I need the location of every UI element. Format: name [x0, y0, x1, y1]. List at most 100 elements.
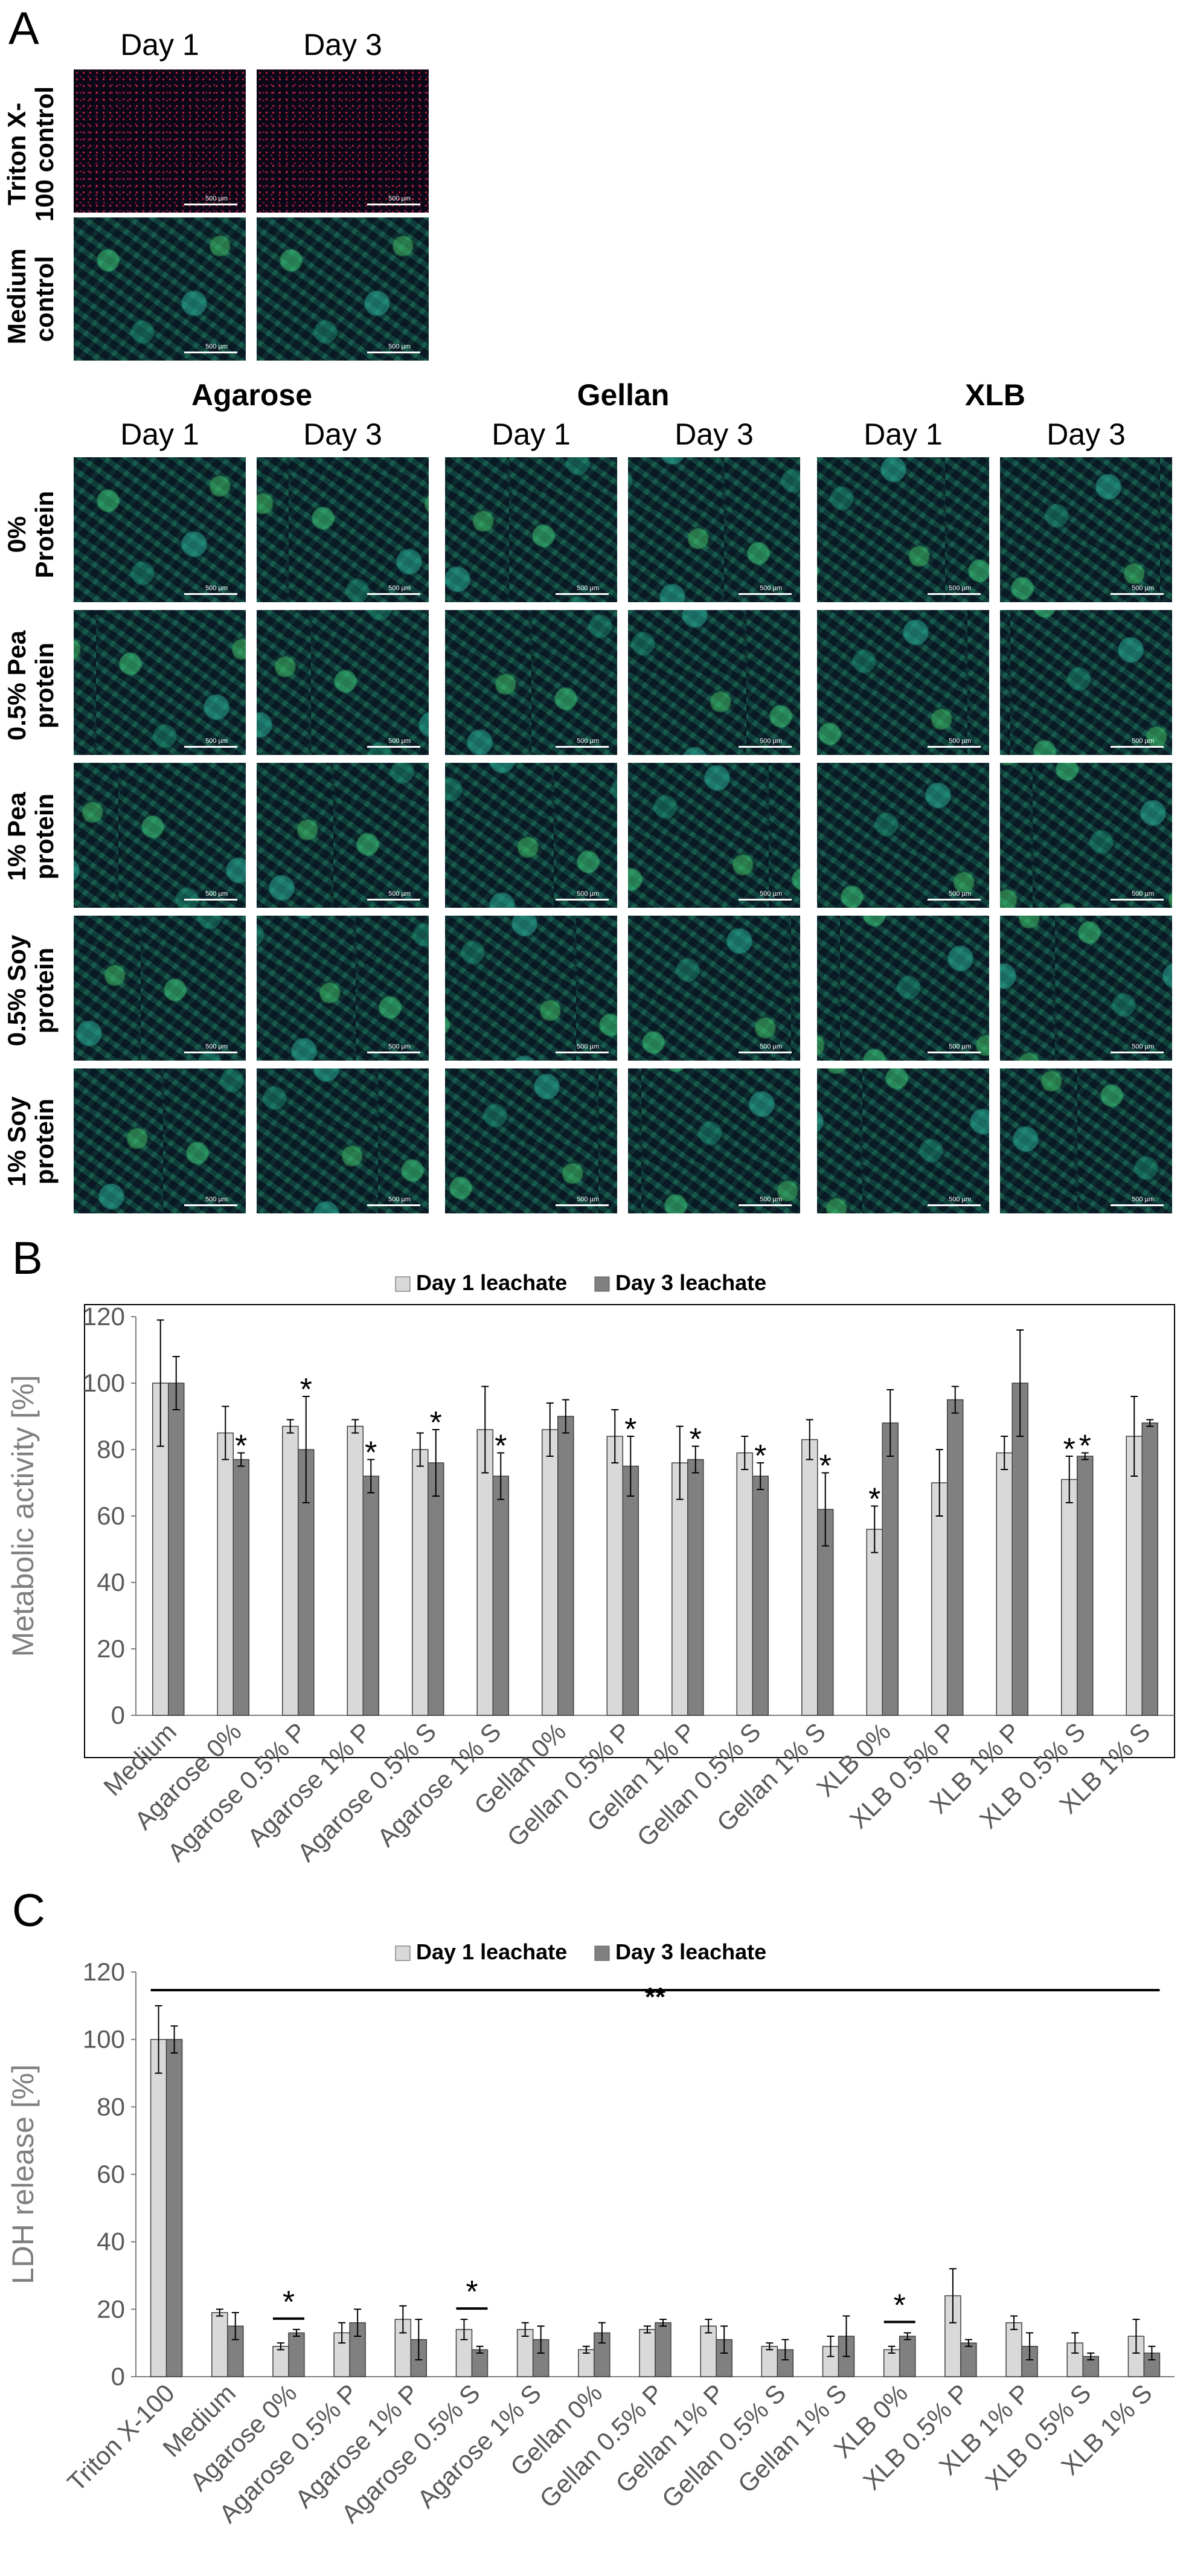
panel-letter-c: C	[12, 1885, 45, 1936]
scale-bar	[184, 352, 237, 353]
bar-day1	[217, 1432, 234, 1716]
plot-frame	[84, 1304, 1175, 1758]
row-label-05-pea: 0.5% Pea protein	[2, 613, 69, 758]
y-axis-title: LDH release [%]	[6, 2064, 40, 2284]
scale-label: 500 µm	[760, 737, 782, 745]
row-label-0-protein-text: 0% Protein	[2, 490, 59, 579]
scale-bar	[1111, 1052, 1164, 1053]
scale-label: 500 µm	[949, 1043, 971, 1050]
bar-day3	[752, 1476, 769, 1716]
bar-day1	[639, 2329, 656, 2377]
scale-bar	[184, 1204, 237, 1206]
y-tick-label: 60	[97, 2160, 125, 2188]
micrograph-r4-c6: 500 µm	[1000, 916, 1172, 1061]
bar-day3	[232, 1459, 249, 1716]
bar-day1	[866, 1529, 883, 1716]
scale-label: 500 µm	[388, 343, 411, 350]
scale-bar	[1111, 899, 1164, 901]
scale-label: 500 µm	[577, 585, 599, 592]
bar-day3	[882, 1422, 899, 1716]
agarose-day3-header: Day 3	[303, 417, 382, 451]
bar-day1	[883, 2349, 900, 2377]
micrograph-r2-c1: 500 µm	[74, 610, 246, 755]
bar-day3	[165, 2038, 183, 2377]
micrograph-r4-c2: 500 µm	[257, 916, 429, 1061]
micrograph-r2-c4: 500 µm	[628, 610, 800, 755]
scale-bar	[367, 899, 420, 901]
micrograph-r4-c5: 500 µm	[817, 916, 989, 1061]
legend-swatch	[395, 1276, 411, 1292]
scale-bar	[928, 1204, 981, 1206]
bar-day1	[542, 1429, 559, 1716]
scale-bar	[739, 1204, 792, 1206]
scale-bar	[556, 1052, 609, 1053]
material-header-gellan: Gellan	[577, 378, 670, 412]
scale-bar	[928, 1052, 981, 1053]
row-label-05-soy-text: 0.5% Soy protein	[2, 934, 59, 1047]
scale-label: 500 µm	[1132, 1196, 1154, 1203]
micrograph-medium-day1: 500 µm	[74, 217, 246, 361]
bar-day3	[960, 2342, 977, 2377]
xlb-day1-header: Day 1	[864, 417, 943, 451]
bar-day1	[1061, 1479, 1078, 1716]
y-axis-title: Metabolic activity [%]	[6, 1375, 40, 1657]
micrograph-r1-c3: 500 µm	[445, 457, 617, 602]
scale-label: 500 µm	[760, 1196, 782, 1203]
bar-day3	[471, 2349, 489, 2377]
scale-bar	[367, 1204, 420, 1206]
scale-label: 500 µm	[760, 1043, 782, 1050]
scale-bar	[1111, 593, 1164, 595]
y-tick-label: 80	[97, 1435, 125, 1463]
bar-day3	[288, 2332, 305, 2377]
micrograph-r4-c1: 500 µm	[74, 916, 246, 1061]
scale-label: 500 µm	[949, 737, 971, 745]
significance-mark: *	[300, 1372, 312, 1407]
scale-bar	[928, 746, 981, 748]
scale-label: 500 µm	[1132, 1043, 1154, 1050]
y-tick-label: 20	[97, 2295, 125, 2323]
scale-label: 500 µm	[577, 737, 599, 745]
scale-label: 500 µm	[388, 585, 411, 592]
micrograph-r3-c4: 500 µm	[628, 763, 800, 908]
significance-mark: *	[690, 1422, 702, 1457]
row-label-1-pea: 1% Pea protein	[2, 764, 69, 909]
bar-day1	[211, 2312, 228, 2377]
micrograph-r1-c4: 500 µm	[628, 457, 800, 602]
scale-label: 500 µm	[760, 890, 782, 898]
significance-mark: *	[624, 1412, 636, 1447]
micrograph-r5-c5: 500 µm	[817, 1068, 989, 1213]
bar-day3	[557, 1416, 574, 1716]
scale-label: 500 µm	[388, 890, 411, 898]
scale-bar	[367, 593, 420, 595]
scale-label: 500 µm	[949, 890, 971, 898]
scale-label: 500 µm	[388, 1196, 411, 1203]
micrograph-r3-c2: 500 µm	[257, 763, 429, 908]
bar-day3	[1077, 1456, 1094, 1716]
scale-label: 500 µm	[760, 585, 782, 592]
row-label-1-soy: 1% Soy protein	[2, 1069, 69, 1214]
scale-label: 500 µm	[388, 1043, 411, 1050]
bar-day3	[622, 1465, 639, 1716]
bar-day1	[996, 1452, 1013, 1716]
row-label-medium-control: Medium control	[2, 226, 69, 371]
bar-day3	[1141, 1422, 1158, 1716]
legend-swatch	[594, 1276, 610, 1292]
scale-bar	[367, 1052, 420, 1053]
micrograph-r1-c2: 500 µm	[257, 457, 429, 602]
bar-day3	[428, 1462, 444, 1716]
y-tick-label: 0	[111, 2362, 125, 2391]
scale-label: 500 µm	[205, 195, 228, 202]
bar-day1	[606, 1436, 623, 1716]
legend-label: Day 1 leachate	[416, 1270, 567, 1295]
micrograph-r4-c4: 500 µm	[628, 916, 800, 1061]
material-header-agarose: Agarose	[191, 378, 313, 412]
scale-bar	[367, 352, 420, 353]
micrograph-r2-c3: 500 µm	[445, 610, 617, 755]
bar-day3	[687, 1459, 704, 1716]
micrograph-r5-c3: 500 µm	[445, 1068, 617, 1213]
bar-day1	[578, 2349, 595, 2377]
bar-day1	[931, 1482, 948, 1716]
scale-bar	[184, 899, 237, 901]
row-label-05-pea-text: 0.5% Pea protein	[2, 630, 59, 741]
row-label-medium-text: Medium control	[2, 248, 59, 344]
